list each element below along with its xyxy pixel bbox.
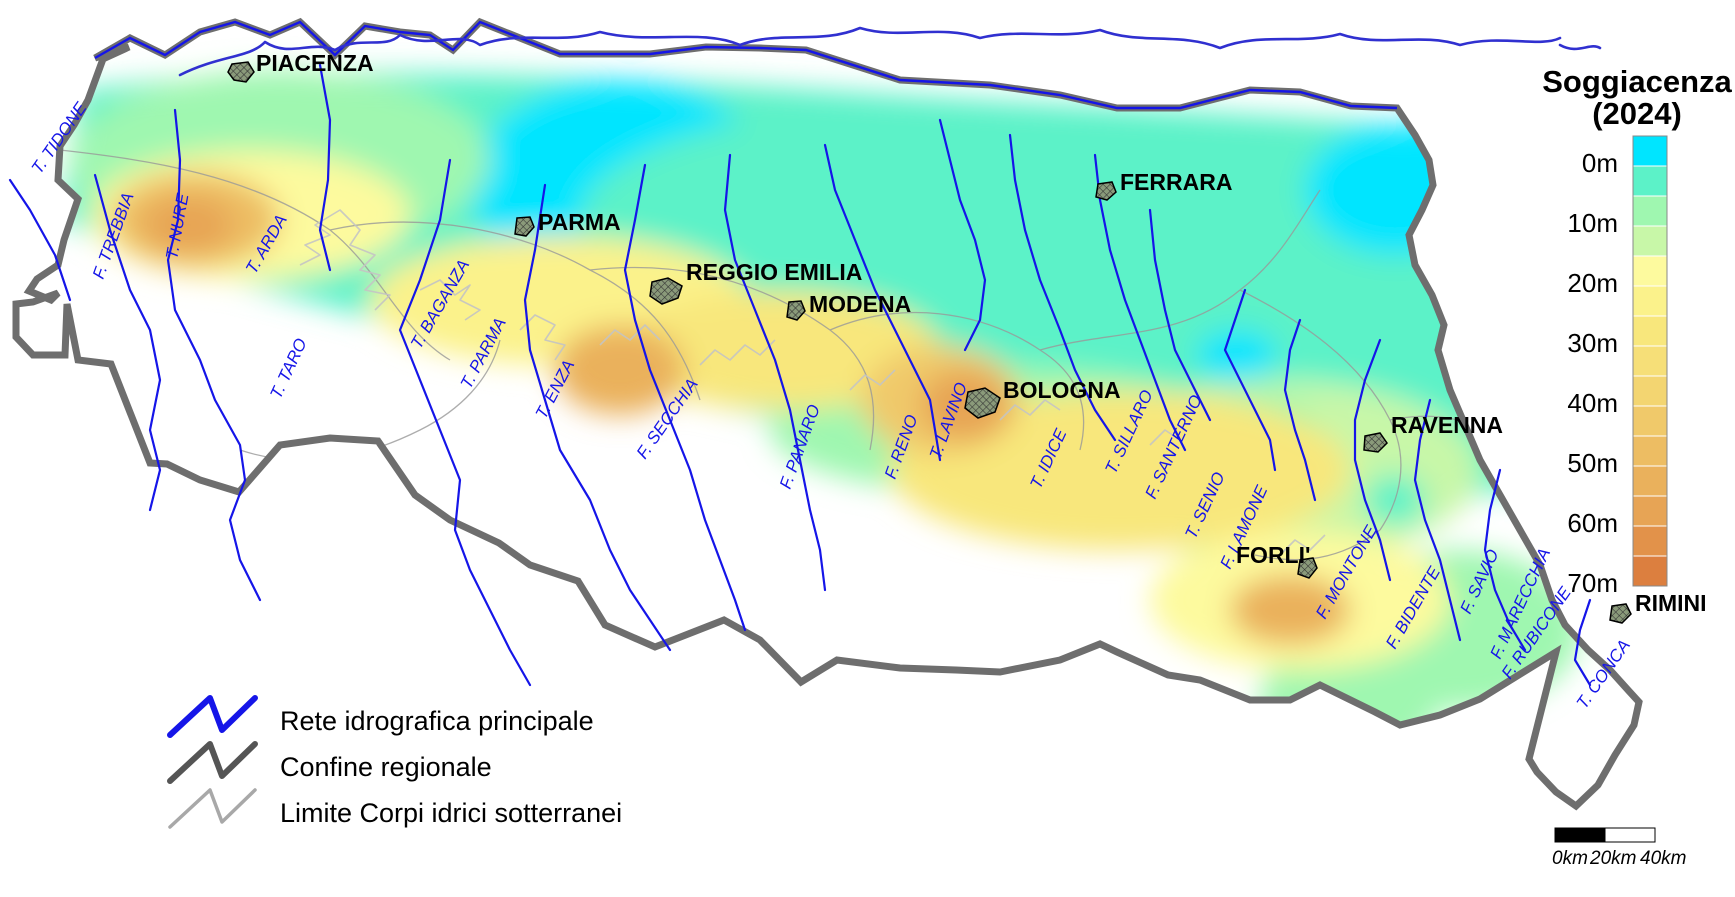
svg-text:20km: 20km: [1589, 848, 1636, 869]
svg-text:BOLOGNA: BOLOGNA: [1003, 377, 1121, 403]
svg-text:(2024): (2024): [1592, 96, 1682, 131]
svg-text:70m: 70m: [1567, 568, 1618, 598]
svg-text:Rete idrografica principale: Rete idrografica principale: [280, 706, 594, 736]
svg-text:Limite Corpi idrici sotterrane: Limite Corpi idrici sotterranei: [280, 798, 622, 828]
svg-text:RIMINI: RIMINI: [1635, 590, 1707, 616]
svg-text:MODENA: MODENA: [809, 291, 911, 317]
svg-text:RAVENNA: RAVENNA: [1391, 412, 1503, 438]
svg-text:50m: 50m: [1567, 448, 1618, 478]
svg-text:30m: 30m: [1567, 328, 1618, 358]
svg-text:40m: 40m: [1567, 388, 1618, 418]
svg-text:FERRARA: FERRARA: [1120, 169, 1232, 195]
svg-text:0km: 0km: [1552, 848, 1588, 869]
svg-text:40km: 40km: [1640, 848, 1686, 869]
svg-text:0m: 0m: [1582, 148, 1618, 178]
svg-text:10m: 10m: [1567, 208, 1618, 238]
svg-text:60m: 60m: [1567, 508, 1618, 538]
svg-text:REGGIO EMILIA: REGGIO EMILIA: [686, 259, 862, 285]
svg-text:FORLI': FORLI': [1236, 542, 1310, 568]
svg-text:20m: 20m: [1567, 268, 1618, 298]
svg-text:PARMA: PARMA: [538, 209, 621, 235]
svg-text:Soggiacenza: Soggiacenza: [1542, 64, 1732, 99]
svg-text:Confine regionale: Confine regionale: [280, 752, 492, 782]
svg-text:PIACENZA: PIACENZA: [256, 50, 374, 76]
